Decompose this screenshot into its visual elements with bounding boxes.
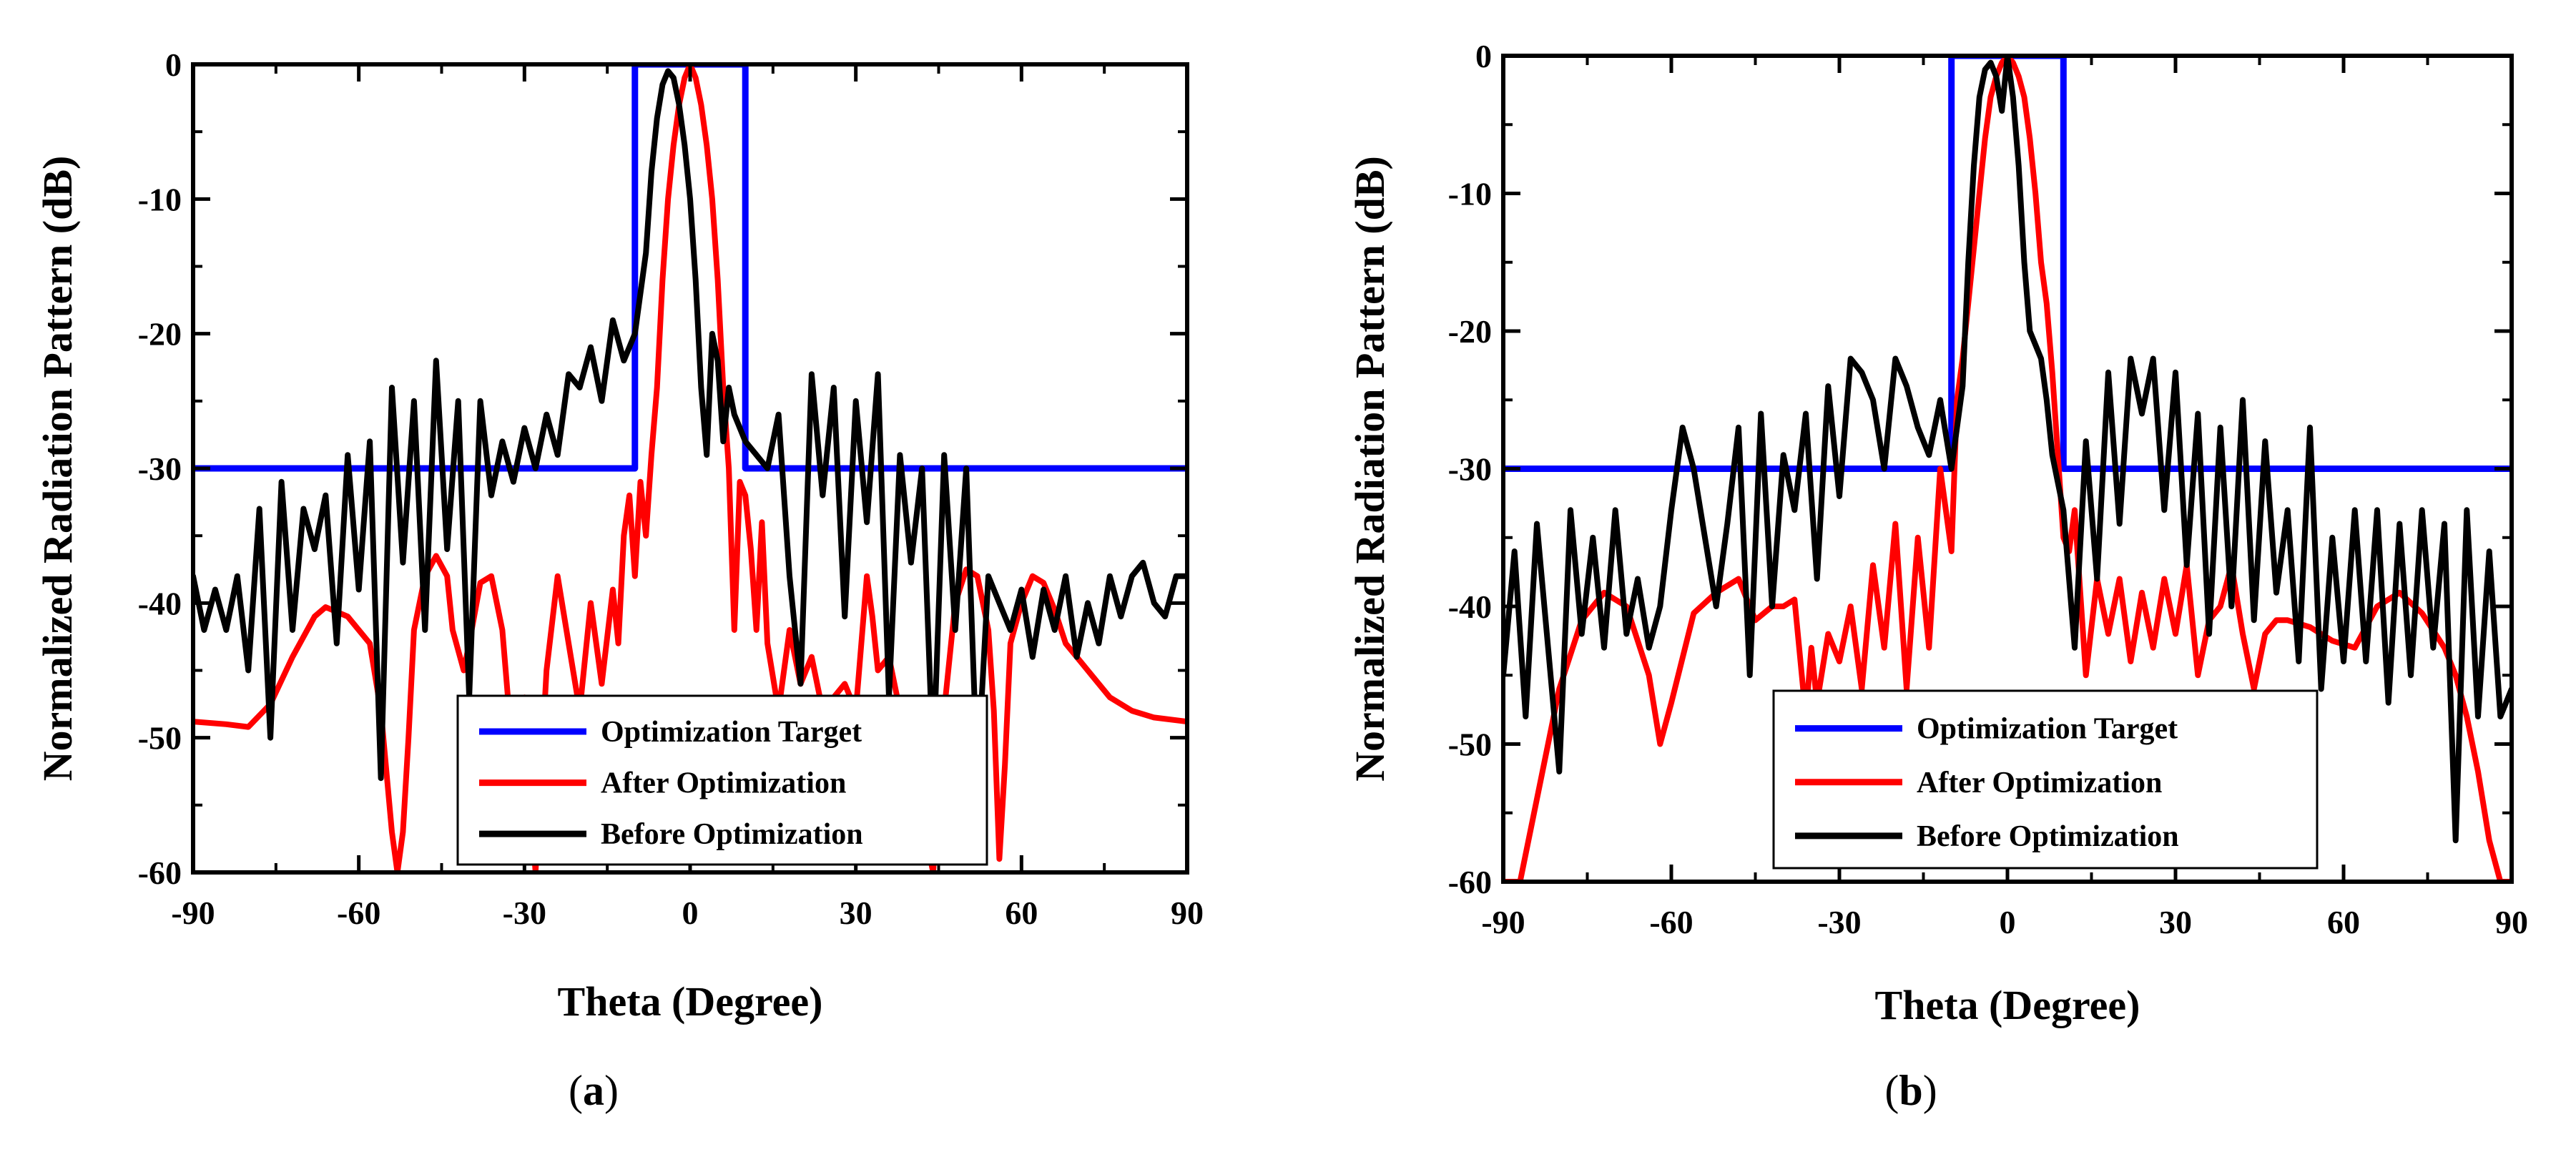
legend: Optimization Target After Optimization Bef…	[456, 694, 988, 866]
series-line-before-optimization	[193, 68, 1187, 782]
x-tick-label: -60	[1649, 904, 1693, 940]
panel-caption: (a)	[569, 1067, 619, 1114]
series-line-optimization-target	[1503, 56, 2512, 472]
legend-label: After Optimization	[1917, 767, 2162, 799]
x-axis-title: Theta (Degree)	[558, 978, 823, 1025]
legend-label: Optimization Target	[1917, 713, 2178, 746]
y-tick-label: -60	[138, 855, 182, 891]
series-group	[193, 64, 1187, 872]
y-tick-label: 0	[165, 46, 182, 83]
y-tick-label: -50	[1448, 727, 1492, 763]
y-tick-label: -60	[1448, 864, 1492, 900]
chart-panel-a: -90 -60 -30 0 30 60 90 0 -10 -20 -30 -40 -50 -60 Theta…	[34, 46, 1204, 1114]
y-axis-title: Normalized Radiation Pattern (dB)	[34, 156, 81, 782]
y-tick-label: -40	[138, 585, 182, 621]
legend-label: After Optimization	[601, 767, 846, 800]
y-tick-label: 0	[1475, 38, 1492, 74]
y-tick-label: -10	[1448, 176, 1492, 212]
x-tick-label: -30	[1817, 904, 1861, 940]
x-tick-label: 90	[2495, 904, 2528, 940]
legend-label: Before Optimization	[601, 818, 863, 851]
chart-panel-b: -90 -60 -30 0 30 60 90 0 -10 -20 -30 -40 -50 -60 Theta…	[1347, 38, 2528, 1114]
y-axis-title: Normalized Radiation Pattern (dB)	[1347, 156, 1393, 782]
x-tick-label: -60	[337, 895, 380, 931]
y-tick-label: -40	[1448, 589, 1492, 625]
legend: Optimization Target After Optimization Bef…	[1772, 689, 2319, 870]
x-axis-title: Theta (Degree)	[1875, 982, 2140, 1028]
x-tick-label: 30	[2159, 904, 2192, 940]
y-tick-label: -30	[138, 451, 182, 487]
x-tick-label: 60	[1005, 895, 1038, 931]
x-tick-label: -90	[171, 895, 215, 931]
legend-label: Optimization Target	[601, 716, 862, 749]
series-line-optimization-target	[193, 64, 1187, 472]
x-tick-label: 30	[840, 895, 872, 931]
y-tick-label: -20	[138, 316, 182, 353]
y-tick-label: -10	[138, 181, 182, 217]
x-tick-label: 0	[682, 895, 699, 931]
x-tick-label: 0	[2000, 904, 2016, 940]
series-line-before-optimization	[1503, 56, 2512, 844]
x-tick-label: -90	[1481, 904, 1525, 940]
x-tick-label: -30	[503, 895, 546, 931]
series-group	[1503, 56, 2512, 882]
y-tick-label: -30	[1448, 451, 1492, 488]
legend-label: Before Optimization	[1917, 820, 2179, 853]
y-tick-label: -50	[138, 720, 182, 757]
x-tick-label: 60	[2327, 904, 2360, 940]
panel-caption: (b)	[1884, 1067, 1937, 1114]
y-tick-label: -20	[1448, 313, 1492, 350]
x-tick-label: 90	[1171, 895, 1204, 931]
series-line-after-optimization	[193, 64, 1187, 872]
